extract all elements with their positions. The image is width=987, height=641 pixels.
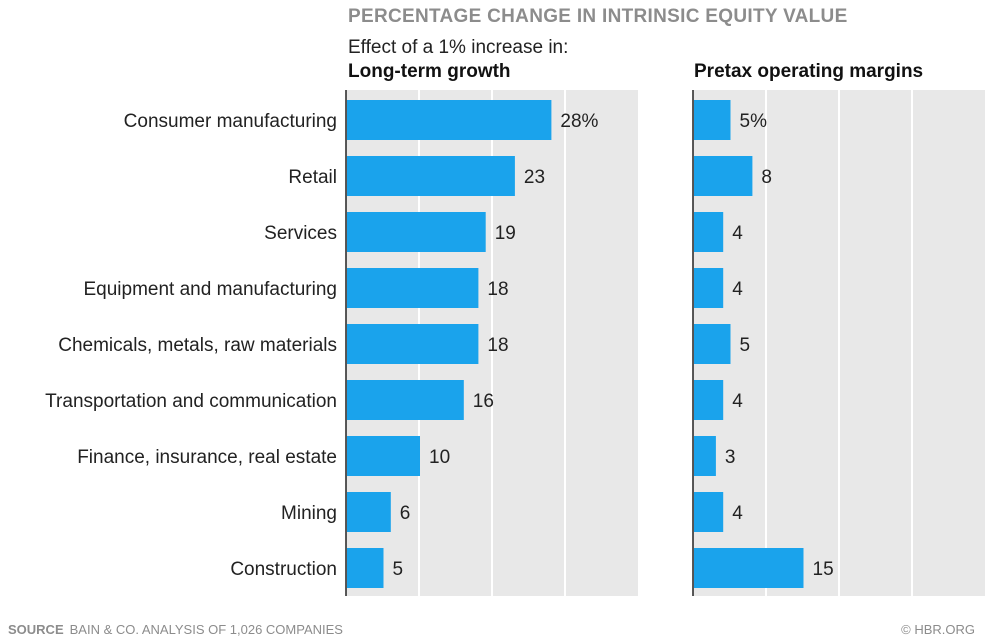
- value-label: 18: [487, 335, 508, 356]
- value-label: 6: [400, 503, 411, 524]
- bar-1-4: [347, 268, 479, 308]
- chart-subtitle: Effect of a 1% increase in:: [348, 37, 569, 58]
- chart-title: PERCENTAGE CHANGE IN INTRINSIC EQUITY VA…: [348, 6, 848, 27]
- panel-1: 28% 23 19 18 18 16 10 6 5: [345, 90, 638, 596]
- value-label: 15: [813, 559, 834, 580]
- source-text: BAIN & CO. ANALYSIS OF 1,026 COMPANIES: [69, 622, 343, 637]
- bar-2-5: [694, 324, 731, 364]
- value-label: 18: [487, 279, 508, 300]
- bar-1-8: [347, 492, 391, 532]
- category-label: Chemicals, metals, raw materials: [58, 335, 337, 356]
- value-label: 4: [732, 279, 743, 300]
- value-label: 8: [761, 167, 772, 188]
- value-label: 19: [495, 223, 516, 244]
- bar-1-5: [347, 324, 479, 364]
- value-label: 28%: [560, 111, 598, 132]
- source-label: SOURCE: [8, 622, 64, 637]
- bar-1-9: [347, 548, 384, 588]
- category-label: Equipment and manufacturing: [84, 279, 338, 300]
- value-label: 23: [524, 167, 545, 188]
- bar-2-4: [694, 268, 724, 308]
- value-label: 10: [429, 447, 450, 468]
- bar-1-2: [347, 156, 515, 196]
- category-label: Retail: [288, 167, 337, 188]
- panel-title-long-term-growth: Long-term growth: [348, 61, 511, 82]
- bar-1-6: [347, 380, 464, 420]
- value-label: 4: [732, 503, 743, 524]
- bar-2-9: [694, 548, 804, 588]
- bar-2-2: [694, 156, 753, 196]
- panel-title-pretax-operating-margins: Pretax operating margins: [694, 61, 924, 82]
- bar-2-6: [694, 380, 724, 420]
- bar-1-7: [347, 436, 420, 476]
- value-label: 5: [393, 559, 404, 580]
- value-label: 5: [740, 335, 751, 356]
- category-label: Consumer manufacturing: [124, 111, 337, 132]
- bar-2-3: [694, 212, 724, 252]
- bar-2-8: [694, 492, 724, 532]
- bar-2-7: [694, 436, 716, 476]
- source-note: SOURCE BAIN & CO. ANALYSIS OF 1,026 COMPA…: [8, 622, 343, 637]
- category-label: Services: [264, 223, 337, 244]
- category-label: Mining: [281, 503, 337, 524]
- value-label: 3: [725, 447, 736, 468]
- category-label: Finance, insurance, real estate: [77, 447, 337, 468]
- value-label: 5%: [740, 111, 768, 132]
- panel-2: 5% 8 4 4 5 4 3 4 15: [692, 90, 985, 596]
- value-label: 16: [473, 391, 494, 412]
- category-label: Transportation and communication: [45, 391, 337, 412]
- bar-1-1: [347, 100, 552, 140]
- bar-2-1: [694, 100, 731, 140]
- value-label: 4: [732, 223, 743, 244]
- category-label: Construction: [230, 559, 337, 580]
- credit: © HBR.ORG: [901, 622, 975, 637]
- bar-1-3: [347, 212, 486, 252]
- value-label: 4: [732, 391, 743, 412]
